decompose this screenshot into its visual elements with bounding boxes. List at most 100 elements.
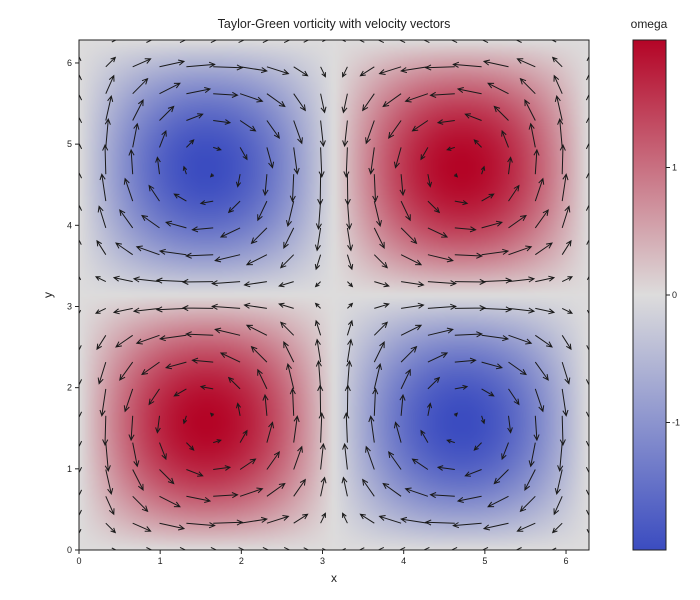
velocity-arrow [99,173,107,202]
y-axis-title: y [41,292,55,298]
velocity-arrow [155,415,161,434]
velocity-arrow [400,66,428,74]
x-tick-label: 5 [482,556,487,566]
velocity-arrow [266,515,290,524]
velocity-arrow [79,204,83,228]
velocity-arrow [346,254,354,271]
velocity-arrow [213,519,244,526]
velocity-arrow [314,254,322,271]
velocity-arrow [561,205,571,229]
velocity-arrow [535,242,553,256]
velocity-arrow [535,275,556,283]
velocity-arrow [318,411,325,443]
velocity-arrow [528,122,536,148]
velocity-arrow [293,120,303,145]
velocity-arrow [401,281,425,288]
velocity-arrow [399,174,406,197]
y-tick-label: 2 [67,383,72,393]
velocity-arrow [454,305,487,312]
velocity-arrow [557,442,564,473]
velocity-arrow [508,214,527,229]
velocity-arrow [79,496,82,517]
velocity-arrow [508,245,533,256]
velocity-arrow [446,146,455,151]
velocity-arrow [481,361,503,370]
velocity-arrow [359,513,375,524]
velocity-arrow [347,302,354,309]
velocity-arrow [96,335,107,351]
velocity-arrow [240,546,270,550]
velocity-arrow [186,546,218,550]
velocity-arrow [368,147,375,175]
velocity-arrow [424,519,455,526]
velocity-arrow [508,388,520,406]
velocity-arrow [341,547,348,550]
velocity-arrow [219,227,241,238]
velocity-arrow [132,40,153,43]
velocity-arrow [79,116,83,148]
velocity-arrow [535,307,556,315]
velocity-arrow [482,522,509,531]
velocity-arrow [286,200,295,228]
velocity-arrow [79,469,83,497]
velocity-arrow [266,482,286,497]
velocity-arrow [553,496,563,516]
velocity-arrow [481,306,513,313]
velocity-arrow [561,173,569,202]
velocity-arrow [123,388,134,413]
velocity-arrow [585,204,589,228]
velocity-arrow [243,281,267,288]
velocity-arrow [314,338,322,363]
velocity-arrow [373,321,389,336]
velocity-arrow [132,522,152,532]
velocity-arrow [346,359,353,389]
velocity-arrow [293,445,303,470]
velocity-arrow [346,338,354,363]
velocity-arrow [266,421,275,443]
velocity-arrow [553,74,563,94]
velocity-arrow [561,361,571,385]
velocity-arrow [422,40,455,44]
velocity-arrow [524,99,536,121]
velocity-arrow [128,148,135,175]
velocity-arrow [342,442,349,470]
velocity-arrow [186,522,216,529]
velocity-arrow [79,275,82,282]
velocity-arrow [240,66,268,74]
x-tick-label: 2 [239,556,244,566]
velocity-arrow [550,547,563,550]
velocity-arrow [452,61,482,68]
velocity-arrow [278,302,294,309]
velocity-arrow [508,307,536,314]
velocity-arrow [480,415,486,425]
velocity-arrow [388,120,402,139]
velocity-arrow [508,276,536,283]
velocity-arrow [320,93,327,114]
velocity-arrow [123,177,134,202]
velocity-arrow [186,40,218,44]
velocity-arrow [286,362,295,390]
velocity-arrow [493,469,509,485]
velocity-arrow [481,40,509,44]
velocity-arrow [94,276,107,283]
velocity-arrow [119,361,134,381]
velocity-arrow [342,512,348,524]
velocity-arrow [393,147,402,169]
velocity-arrow [315,359,322,389]
velocity-arrow [239,147,248,161]
velocity-arrow [96,239,107,255]
velocity-arrow [209,412,215,417]
velocity-arrow [378,515,402,524]
velocity-arrow [481,277,513,284]
velocity-arrow [317,174,324,206]
velocity-arrow [99,388,107,417]
x-tick-label: 0 [76,556,81,566]
velocity-arrow [79,238,82,255]
colorbar-ticks: 1 0 -1 [666,163,680,428]
velocity-arrow [373,227,385,249]
velocity-arrow [453,412,459,417]
velocity-arrow [320,40,327,43]
velocity-arrow [186,61,216,68]
velocity-arrow [213,146,222,151]
velocity-arrow [534,209,549,229]
